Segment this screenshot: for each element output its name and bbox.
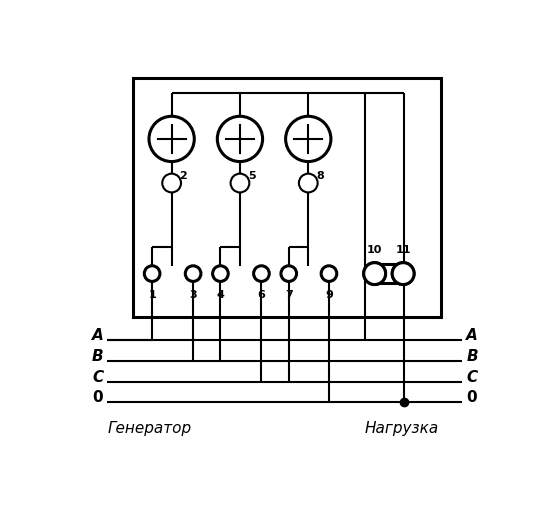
- Text: 6: 6: [257, 290, 266, 300]
- Text: 9: 9: [325, 290, 333, 300]
- Circle shape: [185, 266, 201, 281]
- Circle shape: [213, 266, 228, 281]
- Text: B: B: [466, 349, 478, 364]
- Text: Нагрузка: Нагрузка: [365, 421, 439, 436]
- Text: 11: 11: [395, 245, 411, 255]
- Circle shape: [231, 174, 250, 192]
- Bar: [132, 79, 441, 316]
- Circle shape: [144, 266, 160, 281]
- Circle shape: [253, 266, 269, 281]
- Circle shape: [392, 263, 414, 284]
- Text: C: C: [466, 370, 477, 384]
- Text: A: A: [466, 328, 478, 343]
- Text: 0: 0: [466, 390, 477, 405]
- Text: B: B: [92, 349, 103, 364]
- Text: 2: 2: [179, 171, 187, 181]
- Text: 5: 5: [248, 171, 256, 181]
- Circle shape: [217, 116, 263, 162]
- Text: 3: 3: [189, 290, 197, 300]
- Circle shape: [364, 263, 386, 284]
- Text: 8: 8: [316, 171, 324, 181]
- Text: 10: 10: [367, 245, 383, 255]
- Text: 1: 1: [148, 290, 156, 300]
- Text: 4: 4: [216, 290, 224, 300]
- Circle shape: [281, 266, 296, 281]
- Text: 7: 7: [285, 290, 293, 300]
- Text: 0: 0: [93, 390, 103, 405]
- Circle shape: [162, 174, 181, 192]
- Bar: [375, 264, 403, 283]
- Circle shape: [321, 266, 337, 281]
- Text: C: C: [92, 370, 103, 384]
- Circle shape: [285, 116, 331, 162]
- Circle shape: [392, 263, 414, 284]
- Text: A: A: [92, 328, 103, 343]
- Circle shape: [149, 116, 194, 162]
- Circle shape: [299, 174, 317, 192]
- Text: Генератор: Генератор: [107, 421, 192, 436]
- Circle shape: [364, 263, 386, 284]
